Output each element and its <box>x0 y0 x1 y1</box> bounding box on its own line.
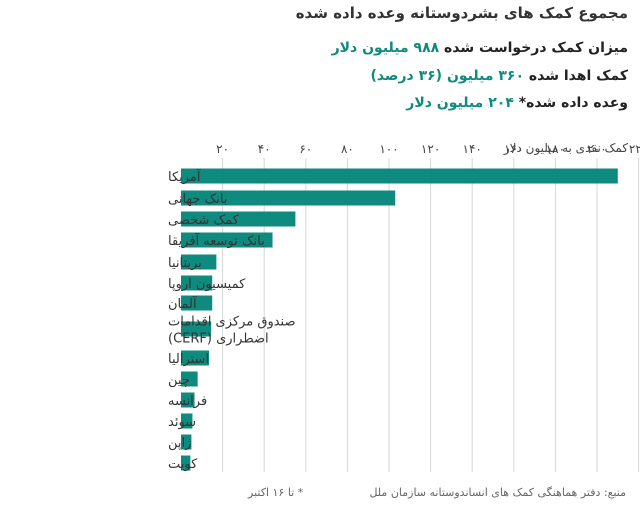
bar <box>181 168 618 184</box>
tick-label: ۲۲۰ <box>629 142 640 156</box>
donated-value: ۳۶۰ میلیون (۳۶ درصد) <box>370 68 524 84</box>
category-label: بانک توسعه آفریقا <box>168 232 265 249</box>
bar <box>181 371 198 387</box>
tick-label: ۱۴۰ <box>463 142 482 156</box>
tick-label: ۱۲۰ <box>421 142 440 156</box>
category-label: چین <box>168 373 190 388</box>
bar <box>181 295 213 311</box>
tick-label: ۱۰۰ <box>379 142 398 156</box>
category-label: اضطراری (CERF) <box>168 332 269 347</box>
bar <box>181 190 396 206</box>
bar <box>181 413 193 429</box>
category-label: کویت <box>168 457 198 472</box>
category-label: کمک شخصی <box>168 213 240 228</box>
category-label: آلمان <box>168 295 198 312</box>
category-label: آمریکا <box>168 168 202 185</box>
bar <box>181 321 212 337</box>
bar <box>181 232 273 248</box>
footnote: * تا ۱۶ اکتبر <box>248 486 304 499</box>
category-label: کمیسیون اروپا <box>168 277 246 292</box>
bar <box>181 254 217 270</box>
category-label: سوئد <box>168 415 196 430</box>
requested-label: میزان کمک درخواست شده <box>444 40 628 56</box>
category-label: صندوق مرکزی اقدامات <box>168 315 296 330</box>
bar <box>181 434 192 450</box>
bar <box>181 392 195 408</box>
tick-label: ۲۰ <box>216 142 229 156</box>
donated-label: کمک اهدا شده <box>528 68 628 84</box>
category-label: استرالیا <box>168 352 209 367</box>
category-label: فرانسه <box>168 394 207 409</box>
bar <box>181 275 213 291</box>
tick-label: ۲۰۰ <box>587 142 606 156</box>
category-label: ژاپن <box>168 436 191 451</box>
pledged-value: ۲۰۴ میلیون دلار <box>406 95 514 111</box>
tick-label: ۶۰ <box>299 142 312 156</box>
donated-summary: کمک اهدا شده ۳۶۰ میلیون (۳۶ درصد) <box>370 68 628 84</box>
category-label: بریتانیا <box>168 256 202 271</box>
chart-title: مجموع کمک های بشردوستانه وعده داده شده <box>295 4 628 22</box>
tick-label: ۱۸۰ <box>546 142 565 156</box>
source-note: منبع: دفتر هماهنگی کمک های انساندوستانه … <box>369 486 626 499</box>
tick-label: ۸۰ <box>341 142 354 156</box>
axis-label: کمک نقدی به میلیون دلار <box>503 141 628 155</box>
bar <box>181 211 296 227</box>
pledged-summary: وعده داده شده* ۲۰۴ میلیون دلار <box>406 95 628 111</box>
requested-summary: میزان کمک درخواست شده ۹۸۸ میلیون دلار <box>332 40 628 56</box>
requested-value: ۹۸۸ میلیون دلار <box>331 40 440 56</box>
bar <box>181 455 191 471</box>
bar <box>181 350 210 366</box>
pledged-label: وعده داده شده* <box>518 95 628 111</box>
tick-label: ۴۰ <box>258 142 271 156</box>
category-label: بانک جهانی <box>168 192 227 207</box>
tick-label: ۱۶۰ <box>504 142 523 156</box>
